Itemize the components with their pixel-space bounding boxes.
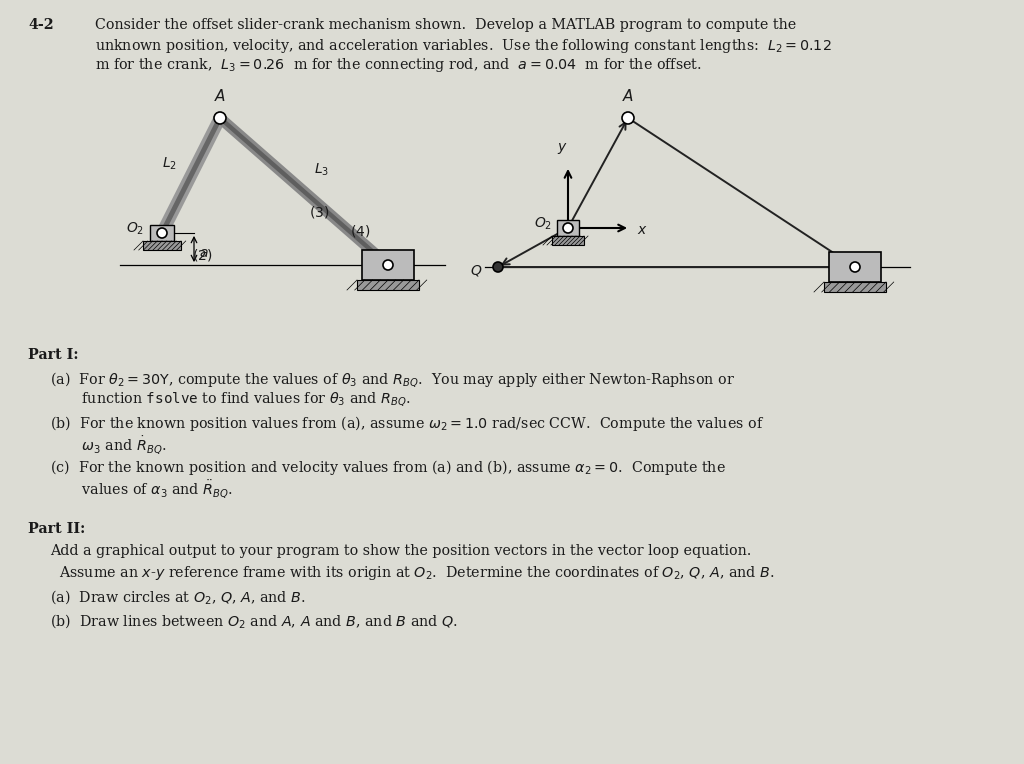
Text: unknown position, velocity, and acceleration variables.  Use the following const: unknown position, velocity, and accelera… [95,37,831,55]
Text: values of $\alpha_3$ and $\ddot{R}_{BQ}$.: values of $\alpha_3$ and $\ddot{R}_{BQ}$… [50,478,233,500]
Text: m for the crank,  $L_3 = 0.26$  m for the connecting rod, and  $a = 0.04$  m for: m for the crank, $L_3 = 0.26$ m for the … [95,56,701,74]
Circle shape [214,112,226,124]
Text: $a$: $a$ [199,246,209,260]
Text: (b)  Draw lines between $O_2$ and $A$, $A$ and $B$, and $B$ and $Q$.: (b) Draw lines between $O_2$ and $A$, $A… [50,612,458,630]
Text: $A$: $A$ [214,88,226,104]
Text: Assume an $x$-$y$ reference frame with its origin at $O_2$.  Determine the coord: Assume an $x$-$y$ reference frame with i… [50,564,774,582]
Bar [829,252,881,282]
Text: Add a graphical output to your program to show the position vectors in the vecto: Add a graphical output to your program t… [50,544,752,558]
Bar [362,250,414,280]
Text: $L_3$: $L_3$ [314,161,329,177]
Circle shape [622,112,634,124]
Text: $\circ$ B: $\circ$ B [853,263,874,276]
Text: Part II:: Part II: [28,522,85,536]
Bar [824,282,886,292]
Text: $y$: $y$ [557,141,567,156]
Text: Part I:: Part I: [28,348,79,362]
Text: $\omega_3$ and $\dot{R}_{BQ}$.: $\omega_3$ and $\dot{R}_{BQ}$. [50,434,167,456]
Bar [557,220,579,236]
Text: function $\mathtt{fsolve}$ to find values for $\theta_3$ and $R_{BQ}$.: function $\mathtt{fsolve}$ to find value… [50,390,411,408]
Text: $Q$: $Q$ [470,264,482,279]
Bar [150,225,174,241]
Text: $(3)$: $(3)$ [309,203,330,219]
Text: 4-2: 4-2 [28,18,53,32]
Circle shape [563,223,573,233]
Text: $L_2$: $L_2$ [162,155,177,171]
Text: Consider the offset slider-crank mechanism shown.  Develop a MATLAB program to c: Consider the offset slider-crank mechani… [95,18,797,32]
Circle shape [493,262,503,272]
Circle shape [157,228,167,238]
Text: $(4)$: $(4)$ [350,223,371,239]
Circle shape [383,260,393,270]
Text: $A$: $A$ [622,88,634,104]
Text: (a)  Draw circles at $O_2$, $Q$, $A$, and $B$.: (a) Draw circles at $O_2$, $Q$, $A$, and… [50,588,305,606]
Text: $O_2$: $O_2$ [126,221,144,237]
Bar [552,236,584,245]
Text: $x$: $x$ [637,223,648,237]
Bar [143,241,181,250]
Text: (b)  For the known position values from (a), assume $\omega_2 = 1.0$ rad/sec CCW: (b) For the known position values from (… [50,414,764,433]
Text: $\circ$ B: $\circ$ B [386,261,408,274]
Bar [357,280,419,290]
Text: (c)  For the known position and velocity values from (a) and (b), assume $\alpha: (c) For the known position and velocity … [50,458,726,477]
Text: $(2)$: $(2)$ [193,247,212,263]
Circle shape [850,262,860,272]
Text: (a)  For $\theta_2 = 30\Upsilon$, compute the values of $\theta_3$ and $R_{BQ}$.: (a) For $\theta_2 = 30\Upsilon$, compute… [50,370,735,389]
Text: $O_2$: $O_2$ [534,215,552,232]
